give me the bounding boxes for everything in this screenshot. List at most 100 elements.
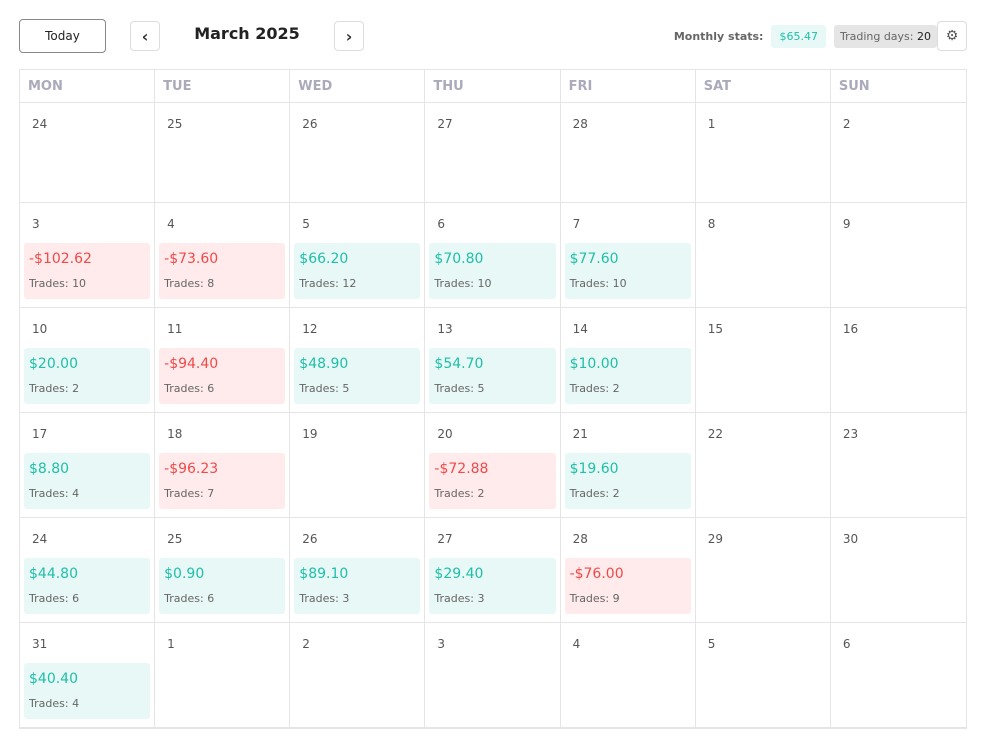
trades-value: 5 bbox=[477, 382, 485, 395]
day-cell[interactable]: 1 bbox=[155, 623, 291, 728]
day-cell[interactable]: 10 $20.00 Trades: 2 bbox=[20, 308, 156, 413]
day-cell[interactable]: 21 $19.60 Trades: 2 bbox=[560, 413, 696, 518]
pnl-amount: $44.80 bbox=[29, 566, 78, 582]
day-cell[interactable]: 28 bbox=[560, 103, 696, 203]
day-cell[interactable]: 8 bbox=[695, 203, 831, 308]
weekday-header: FRI bbox=[560, 70, 696, 103]
pnl-card[interactable]: $10.00 Trades: 2 bbox=[564, 348, 691, 404]
stats-label: Monthly stats: bbox=[673, 29, 764, 43]
day-cell[interactable]: 24 bbox=[20, 103, 156, 203]
day-cell[interactable]: 25 $0.90 Trades: 6 bbox=[155, 518, 291, 623]
trades-value: 6 bbox=[72, 592, 80, 605]
day-cell[interactable]: 31 $40.40 Trades: 4 bbox=[20, 623, 156, 728]
prev-month-button[interactable]: ‹ bbox=[130, 21, 160, 51]
pnl-card[interactable]: -$102.62 Trades: 10 bbox=[24, 243, 151, 299]
trades-value: 4 bbox=[72, 697, 80, 710]
day-cell[interactable]: 26 $89.10 Trades: 3 bbox=[290, 518, 426, 623]
trades-value: 6 bbox=[207, 592, 215, 605]
pnl-card[interactable]: $29.40 Trades: 3 bbox=[429, 558, 556, 614]
pnl-amount: $70.80 bbox=[434, 251, 484, 267]
trades-value: 7 bbox=[207, 487, 215, 500]
day-cell[interactable]: 1 bbox=[695, 103, 831, 203]
settings-button[interactable]: ⚙ bbox=[937, 21, 967, 51]
day-cell[interactable]: 28 -$76.00 Trades: 9 bbox=[560, 518, 696, 623]
pnl-card[interactable]: $70.80 Trades: 10 bbox=[429, 243, 556, 299]
day-cell[interactable]: 9 bbox=[830, 203, 966, 308]
today-button[interactable]: Today bbox=[19, 19, 106, 53]
day-cell[interactable]: 27 $29.40 Trades: 3 bbox=[425, 518, 561, 623]
day-number: 20 bbox=[437, 427, 453, 441]
day-number: 27 bbox=[437, 532, 453, 546]
pnl-amount: $0.90 bbox=[164, 566, 205, 582]
trades-label: Trades: bbox=[299, 592, 339, 605]
day-number: 30 bbox=[842, 532, 859, 546]
day-cell[interactable]: 29 bbox=[695, 518, 831, 623]
trade-count: Trades: 10 bbox=[434, 277, 550, 290]
day-cell[interactable]: 26 bbox=[290, 103, 426, 203]
pnl-card[interactable]: $54.70 Trades: 5 bbox=[429, 348, 556, 404]
pnl-card[interactable]: $66.20 Trades: 12 bbox=[294, 243, 421, 299]
pnl-amount: -$96.23 bbox=[164, 461, 219, 477]
pnl-card[interactable]: -$72.88 Trades: 2 bbox=[429, 453, 556, 509]
pnl-card[interactable]: $20.00 Trades: 2 bbox=[24, 348, 151, 404]
trades-label: Trades: bbox=[29, 697, 69, 710]
day-cell[interactable]: 24 $44.80 Trades: 6 bbox=[20, 518, 156, 623]
day-cell[interactable]: 18 -$96.23 Trades: 7 bbox=[155, 413, 291, 518]
day-cell[interactable]: 6 bbox=[830, 623, 966, 728]
trades-value: 12 bbox=[342, 277, 357, 290]
day-cell[interactable]: 3 -$102.62 Trades: 10 bbox=[20, 203, 156, 308]
day-cell[interactable]: 12 $48.90 Trades: 5 bbox=[290, 308, 426, 413]
day-cell[interactable]: 4 bbox=[560, 623, 696, 728]
day-cell[interactable]: 7 $77.60 Trades: 10 bbox=[560, 203, 696, 308]
trades-label: Trades: bbox=[29, 592, 69, 605]
monthly-stats: Monthly stats: $65.47 Trading days: 20 bbox=[674, 24, 937, 48]
day-cell[interactable]: 5 bbox=[695, 623, 831, 728]
trades-label: Trades: bbox=[569, 277, 610, 290]
day-cell[interactable]: 16 bbox=[830, 308, 966, 413]
month-title: March 2025 bbox=[194, 24, 300, 43]
trade-count: Trades: 5 bbox=[434, 382, 550, 395]
day-cell[interactable]: 22 bbox=[695, 413, 831, 518]
pnl-amount: -$102.62 bbox=[29, 251, 92, 267]
pnl-card[interactable]: $44.80 Trades: 6 bbox=[24, 558, 151, 614]
day-cell[interactable]: 23 bbox=[830, 413, 966, 518]
day-cell[interactable]: 30 bbox=[830, 518, 966, 623]
day-number: 24 bbox=[32, 532, 48, 546]
day-cell[interactable]: 20 -$72.88 Trades: 2 bbox=[425, 413, 561, 518]
day-number: 2 bbox=[842, 117, 851, 131]
trades-label: Trades: bbox=[434, 592, 474, 605]
pnl-card[interactable]: -$73.60 Trades: 8 bbox=[159, 243, 286, 299]
day-cell[interactable]: 13 $54.70 Trades: 5 bbox=[425, 308, 561, 413]
day-cell[interactable]: 19 bbox=[290, 413, 426, 518]
day-cell[interactable]: 2 bbox=[830, 103, 966, 203]
day-number: 28 bbox=[572, 532, 588, 546]
pnl-card[interactable]: -$94.40 Trades: 6 bbox=[159, 348, 286, 404]
day-cell[interactable]: 15 bbox=[695, 308, 831, 413]
pnl-card[interactable]: -$96.23 Trades: 7 bbox=[159, 453, 286, 509]
day-cell[interactable]: 25 bbox=[155, 103, 291, 203]
pnl-card[interactable]: $48.90 Trades: 5 bbox=[294, 348, 421, 404]
pnl-card[interactable]: $89.10 Trades: 3 bbox=[294, 558, 421, 614]
day-cell[interactable]: 11 -$94.40 Trades: 6 bbox=[155, 308, 291, 413]
pnl-card[interactable]: $40.40 Trades: 4 bbox=[24, 663, 151, 719]
trades-label: Trades: bbox=[164, 277, 204, 290]
trade-count: Trades: 10 bbox=[570, 277, 686, 290]
next-month-button[interactable]: › bbox=[334, 21, 364, 51]
pnl-card[interactable]: $8.80 Trades: 4 bbox=[24, 453, 151, 509]
pnl-card[interactable]: $77.60 Trades: 10 bbox=[564, 243, 691, 299]
day-cell[interactable]: 3 bbox=[425, 623, 561, 728]
day-cell[interactable]: 14 $10.00 Trades: 2 bbox=[560, 308, 696, 413]
day-cell[interactable]: 17 $8.80 Trades: 4 bbox=[20, 413, 156, 518]
trade-count: Trades: 12 bbox=[299, 277, 415, 290]
pnl-card[interactable]: -$76.00 Trades: 9 bbox=[564, 558, 691, 614]
day-cell[interactable]: 27 bbox=[425, 103, 561, 203]
pnl-card[interactable]: $0.90 Trades: 6 bbox=[159, 558, 286, 614]
trades-value: 8 bbox=[207, 277, 215, 290]
day-cell[interactable]: 6 $70.80 Trades: 10 bbox=[425, 203, 561, 308]
weekday-header: TUE bbox=[155, 70, 291, 103]
weekday-header: MON bbox=[20, 70, 156, 103]
day-cell[interactable]: 5 $66.20 Trades: 12 bbox=[290, 203, 426, 308]
day-cell[interactable]: 4 -$73.60 Trades: 8 bbox=[155, 203, 291, 308]
day-cell[interactable]: 2 bbox=[290, 623, 426, 728]
pnl-card[interactable]: $19.60 Trades: 2 bbox=[564, 453, 691, 509]
